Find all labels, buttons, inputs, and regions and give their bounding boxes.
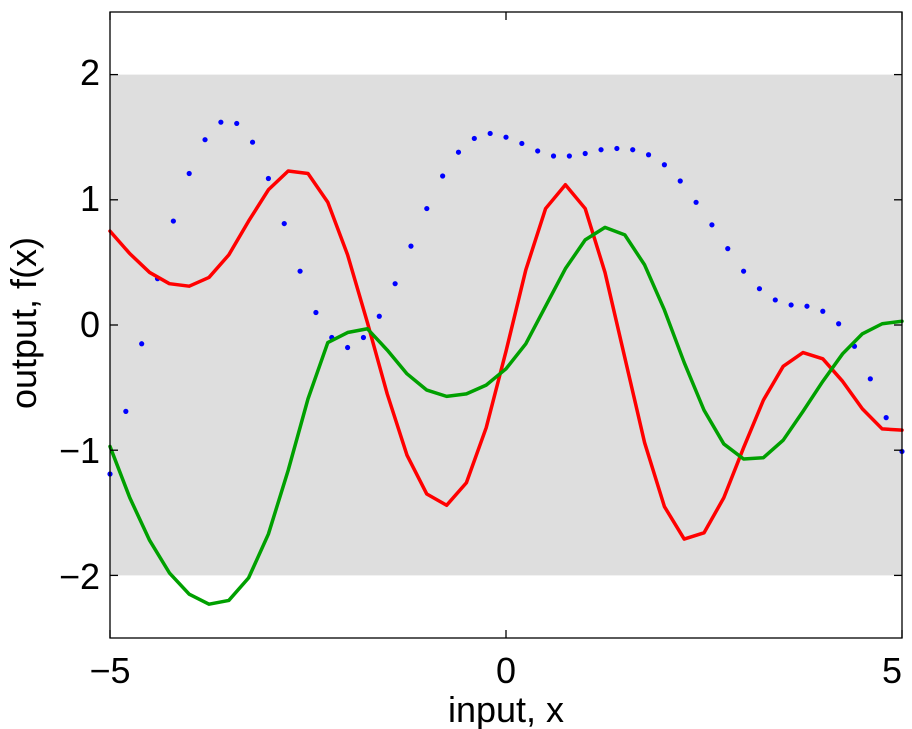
- data-point-37: [693, 199, 699, 205]
- data-point-39: [725, 246, 731, 252]
- data-point-24: [487, 130, 493, 137]
- data-point-5: [186, 170, 192, 177]
- data-point-33: [630, 147, 636, 153]
- data-point-1: [123, 408, 129, 414]
- series-line-1: [108, 169, 904, 541]
- y-tick-label-2: 2: [80, 52, 100, 93]
- data-point-42: [772, 297, 778, 303]
- data-point-15: [345, 344, 351, 351]
- data-point-23: [471, 135, 477, 142]
- data-point-22: [455, 149, 462, 155]
- data-point-49: [883, 415, 889, 421]
- data-point-16: [360, 334, 367, 341]
- uncertainty-band: [110, 74, 902, 576]
- data-point-34: [645, 152, 652, 158]
- y-tick-label-0: 0: [80, 304, 100, 345]
- data-point-2: [139, 341, 145, 347]
- y-tick-labels: −2 −1 0 1 2: [59, 52, 100, 597]
- data-point-35: [661, 162, 668, 168]
- data-point-31: [598, 147, 604, 153]
- y-tick-label-neg2: −2: [59, 556, 100, 597]
- data-point-25: [503, 134, 509, 140]
- y-tick-label-neg1: −1: [59, 430, 100, 471]
- data-point-11: [281, 220, 287, 227]
- data-point-6: [202, 137, 208, 143]
- data-point-19: [408, 243, 414, 249]
- data-point-18: [392, 281, 398, 287]
- data-point-17: [376, 313, 382, 319]
- data-point-45: [820, 308, 826, 314]
- data-point-9: [249, 139, 256, 145]
- data-point-12: [297, 268, 303, 274]
- y-tick-label-1: 1: [80, 178, 100, 219]
- data-point-48: [867, 376, 873, 382]
- data-point-10: [265, 175, 271, 182]
- data-point-38: [709, 222, 715, 228]
- x-axis-label: input, x: [448, 689, 564, 729]
- x-tick-label-0: 0: [496, 650, 516, 691]
- data-point-36: [677, 178, 683, 184]
- data-point-7: [218, 119, 224, 125]
- data-point-29: [566, 153, 572, 159]
- data-point-32: [614, 145, 620, 152]
- data-point-20: [424, 205, 430, 212]
- data-point-44: [804, 303, 810, 309]
- data-point-46: [836, 321, 842, 327]
- data-point-28: [550, 153, 557, 159]
- data-point-4: [170, 218, 176, 224]
- data-point-41: [756, 286, 763, 292]
- x-tick-label-5: 5: [882, 650, 902, 691]
- x-tick-labels: −5 0 5: [89, 650, 902, 691]
- series-line-2: [108, 225, 904, 606]
- plot-area: [107, 11, 905, 639]
- data-point-8: [234, 120, 240, 127]
- data-point-21: [440, 173, 446, 179]
- x-tick-label-neg5: −5: [89, 650, 130, 691]
- y-axis-label: output, f(x): [3, 237, 44, 409]
- data-point-43: [788, 302, 794, 308]
- data-point-27: [535, 148, 541, 154]
- data-point-30: [582, 150, 588, 157]
- data-point-13: [313, 309, 319, 316]
- data-point-40: [741, 268, 747, 274]
- data-point-26: [519, 140, 525, 147]
